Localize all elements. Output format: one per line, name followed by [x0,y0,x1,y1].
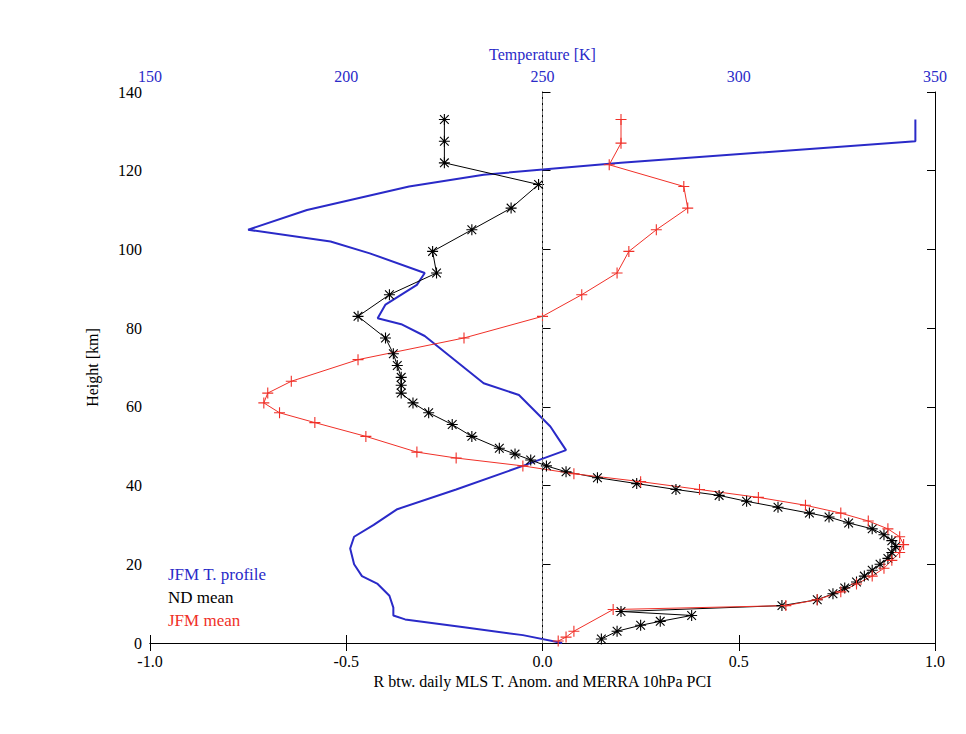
svg-text:Temperature [K]: Temperature [K] [489,46,596,64]
svg-text:0: 0 [134,635,142,652]
svg-text:20: 20 [126,556,142,573]
svg-text:0.0: 0.0 [533,653,553,670]
svg-text:Height [km]: Height [km] [84,328,102,407]
svg-text:JFM mean: JFM mean [168,611,241,630]
svg-text:1.0: 1.0 [925,653,945,670]
svg-text:-0.5: -0.5 [334,653,359,670]
svg-text:-1.0: -1.0 [137,653,162,670]
svg-text:40: 40 [126,477,142,494]
svg-text:250: 250 [531,68,555,85]
svg-text:150: 150 [138,68,162,85]
svg-text:ND mean: ND mean [168,588,234,607]
svg-text:80: 80 [126,320,142,337]
svg-text:60: 60 [126,398,142,415]
svg-text:300: 300 [727,68,751,85]
svg-text:JFM T. profile: JFM T. profile [168,565,266,584]
svg-text:140: 140 [118,84,142,101]
svg-text:200: 200 [334,68,358,85]
svg-text:100: 100 [118,241,142,258]
svg-text:350: 350 [923,68,947,85]
svg-text:120: 120 [118,162,142,179]
svg-text:0.5: 0.5 [729,653,749,670]
svg-text:R btw. daily MLS T. Anom. and: R btw. daily MLS T. Anom. and MERRA 10hP… [374,673,712,691]
